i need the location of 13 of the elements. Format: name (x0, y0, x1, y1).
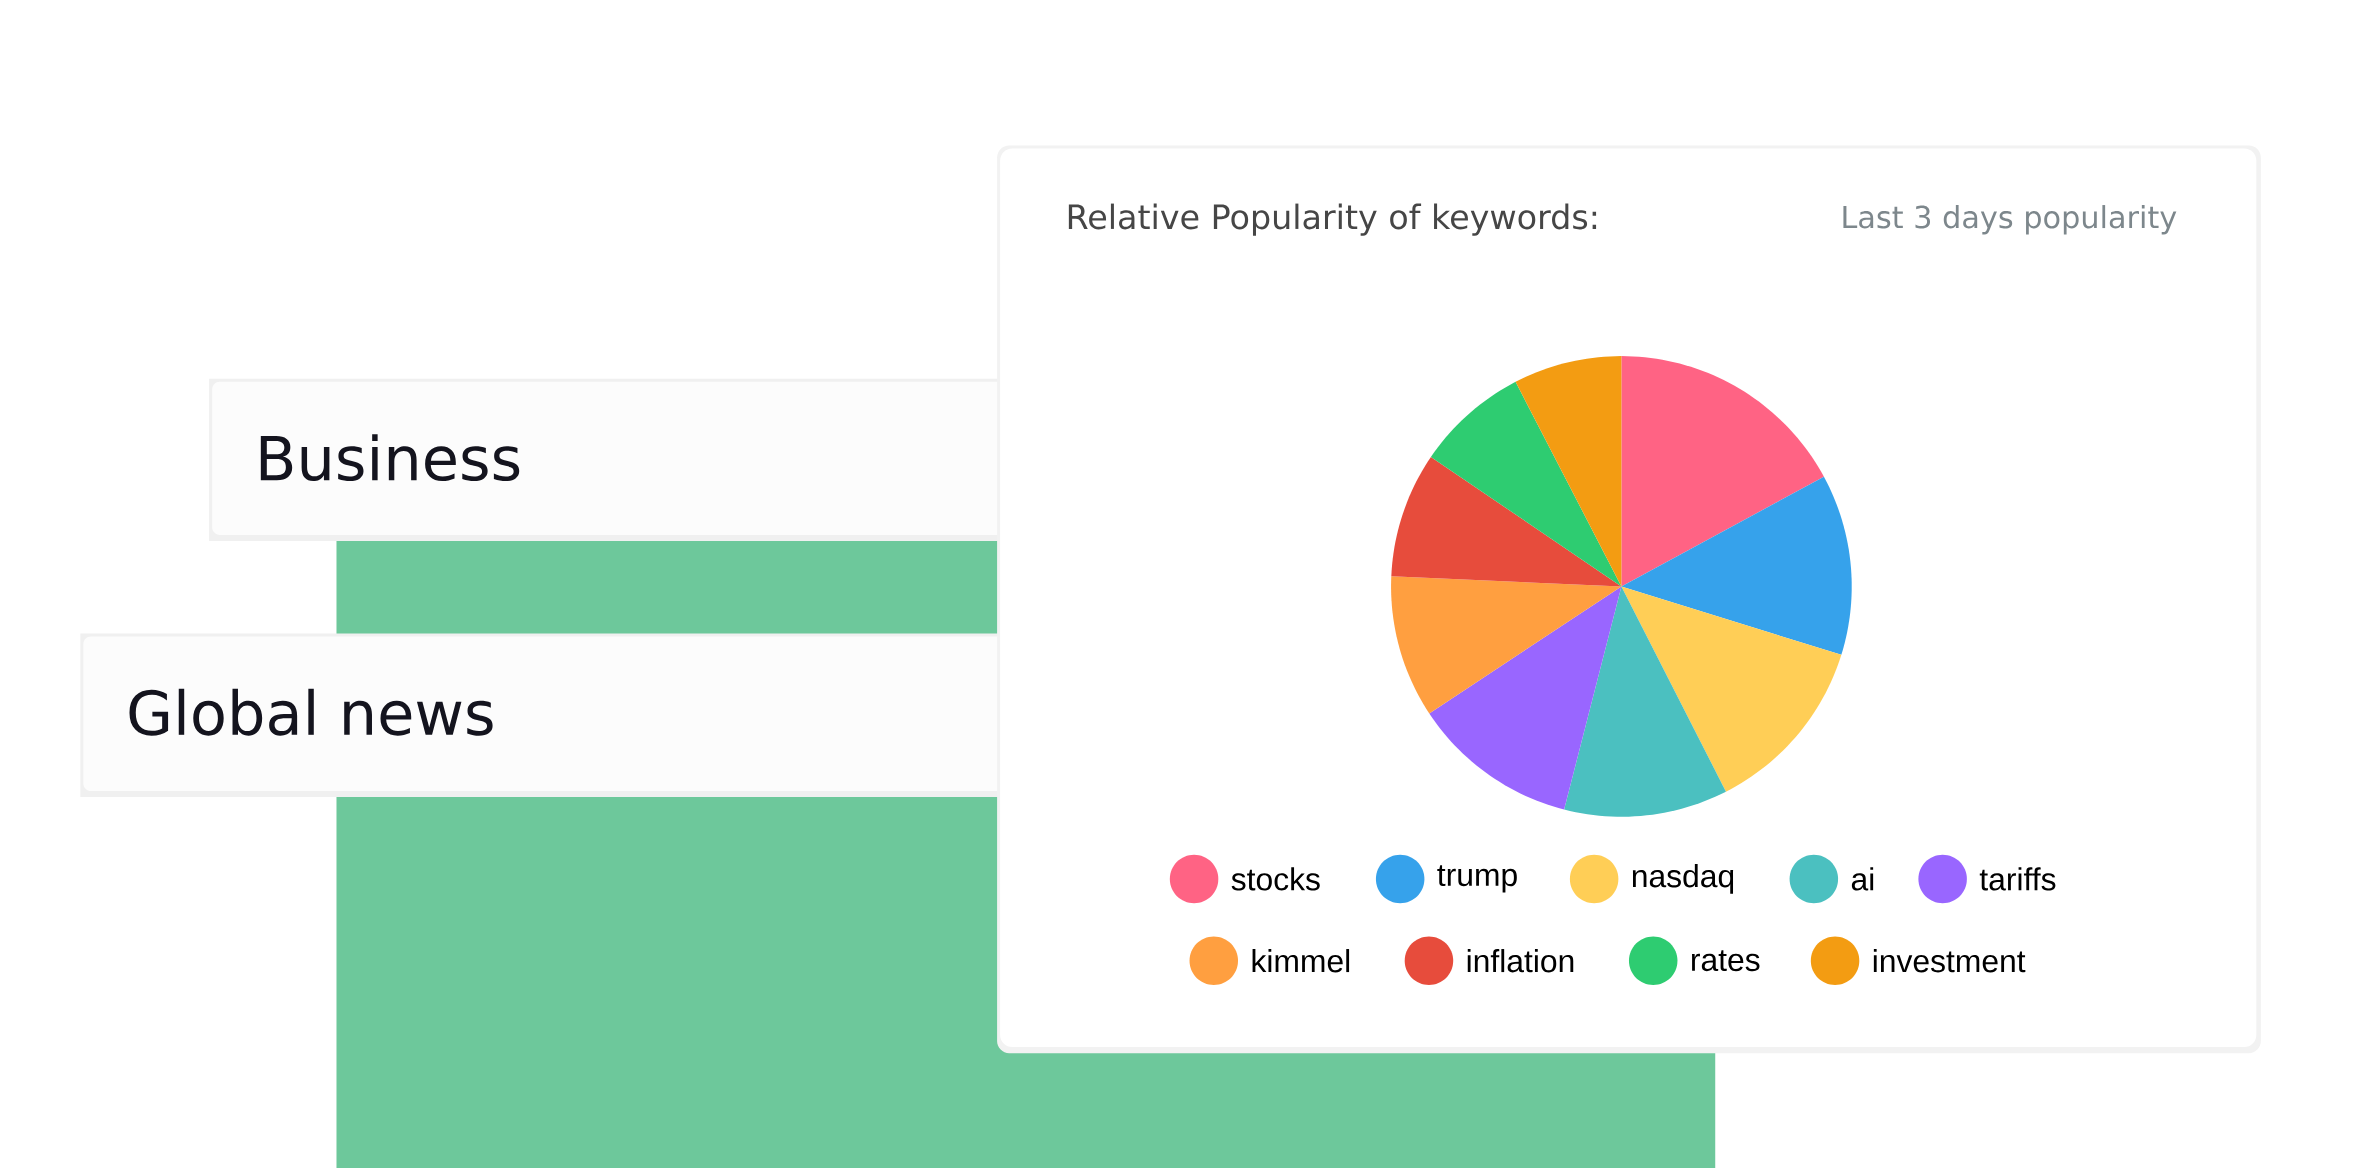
legend-label: nasdaq (1632, 863, 1734, 894)
legend-label: tariffs (1979, 867, 2056, 891)
legend-label: stocks (1231, 867, 1320, 891)
legend-label: inflation (1467, 948, 1574, 973)
legend-label: kimmel (1252, 948, 1350, 973)
chart-title: Relative Popularity of keywords: (1068, 203, 1597, 236)
text: Global news (129, 688, 493, 736)
legend-label: ai (1851, 867, 1874, 891)
chart-subtitle: Last 3 days popularity (1843, 204, 2177, 235)
legend-label: rates (1692, 950, 1760, 972)
text: Business (260, 434, 520, 481)
legend-label: trump (1437, 865, 1517, 893)
legend-label: investment (1873, 948, 2026, 973)
